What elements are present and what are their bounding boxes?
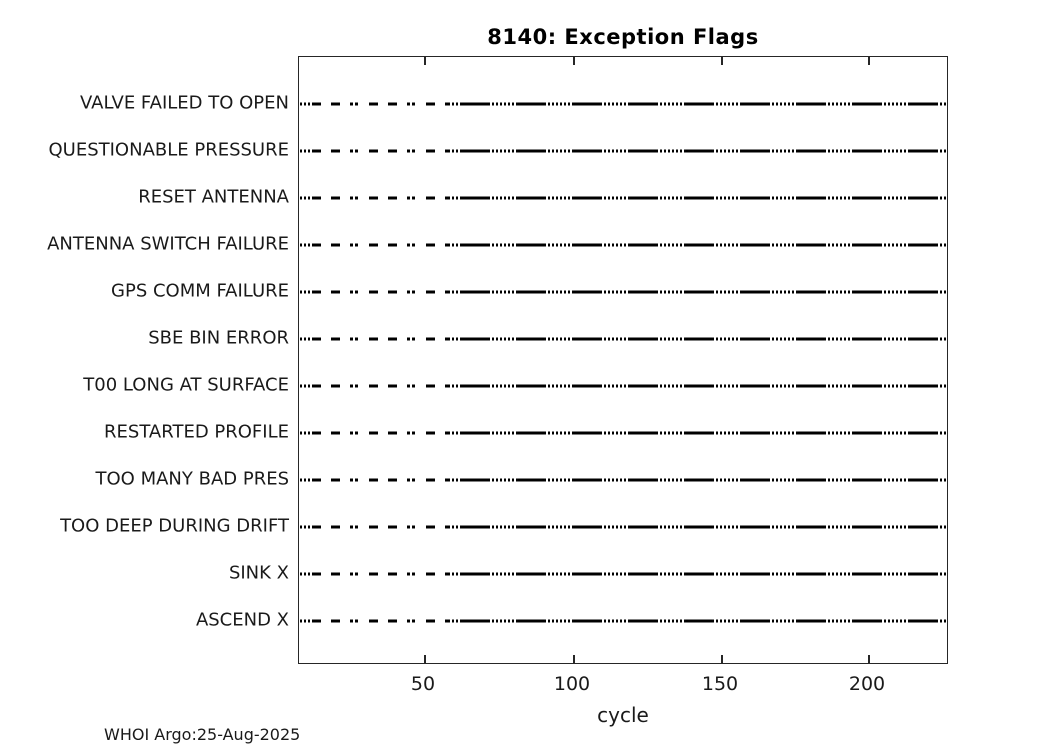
x-tick-mark — [424, 57, 426, 65]
row-line-segment — [312, 149, 448, 153]
row-line-segment — [448, 196, 946, 200]
row-line-segment — [300, 196, 310, 200]
row-line-segment — [448, 431, 946, 435]
x-tick-mark — [573, 655, 575, 663]
category-label: SBE BIN ERROR — [148, 327, 289, 349]
row-line-segment — [300, 337, 310, 341]
category-label: QUESTIONABLE PRESSURE — [48, 139, 289, 161]
x-tick-mark — [573, 57, 575, 65]
row-line-segment — [312, 243, 448, 247]
category-label: RESET ANTENNA — [138, 186, 289, 208]
category-label: RESTARTED PROFILE — [104, 421, 289, 443]
row-line — [300, 525, 947, 529]
x-tick-label: 200 — [848, 673, 886, 695]
row-line-segment — [448, 149, 946, 153]
row-line-segment — [312, 572, 448, 576]
x-tick-mark — [868, 57, 870, 65]
row-line — [300, 384, 947, 388]
x-tick-mark — [721, 57, 723, 65]
row-line — [300, 337, 947, 341]
row-line-segment — [312, 196, 448, 200]
row-line-segment — [448, 384, 946, 388]
row-line-segment — [448, 478, 946, 482]
row-line — [300, 196, 947, 200]
chart-title: 8140: Exception Flags — [487, 25, 759, 49]
x-tick-label: 100 — [553, 673, 591, 695]
row-line-segment — [300, 102, 310, 106]
row-line-segment — [448, 572, 946, 576]
category-label: GPS COMM FAILURE — [111, 280, 289, 302]
x-tick-mark — [721, 655, 723, 663]
row-line-segment — [312, 102, 448, 106]
row-line-segment — [448, 102, 946, 106]
x-tick-mark — [424, 655, 426, 663]
category-label: ASCEND X — [195, 609, 289, 631]
row-line — [300, 243, 947, 247]
row-line-segment — [300, 149, 310, 153]
category-label: TOO MANY BAD PRES — [95, 468, 289, 490]
x-tick-mark — [868, 655, 870, 663]
category-label: T00 LONG AT SURFACE — [83, 374, 289, 396]
row-line-segment — [300, 384, 310, 388]
x-tick-label: 50 — [410, 673, 436, 695]
row-line — [300, 619, 947, 623]
row-line-segment — [448, 337, 946, 341]
category-label: TOO DEEP DURING DRIFT — [60, 515, 289, 537]
plot-area — [298, 56, 948, 664]
row-line — [300, 572, 947, 576]
row-line — [300, 149, 947, 153]
footer-text: WHOI Argo:25-Aug-2025 — [104, 725, 301, 744]
row-line-segment — [312, 525, 448, 529]
row-line-segment — [300, 572, 310, 576]
row-line-segment — [312, 384, 448, 388]
row-line-segment — [448, 243, 946, 247]
row-line — [300, 478, 947, 482]
row-line-segment — [312, 619, 448, 623]
category-label: VALVE FAILED TO OPEN — [80, 92, 289, 114]
row-line-segment — [300, 243, 310, 247]
row-line-segment — [448, 619, 946, 623]
category-label: SINK X — [228, 562, 289, 584]
row-line-segment — [300, 619, 310, 623]
row-line-segment — [300, 478, 310, 482]
row-line-segment — [300, 290, 310, 294]
row-line — [300, 102, 947, 106]
row-line — [300, 290, 947, 294]
row-line-segment — [312, 478, 448, 482]
row-line-segment — [448, 525, 946, 529]
row-line-segment — [448, 290, 946, 294]
row-line-segment — [300, 431, 310, 435]
row-line — [300, 431, 947, 435]
row-line-segment — [312, 431, 448, 435]
x-tick-label: 150 — [701, 673, 739, 695]
row-line-segment — [312, 337, 448, 341]
row-line-segment — [312, 290, 448, 294]
row-line-segment — [300, 525, 310, 529]
category-label: ANTENNA SWITCH FAILURE — [47, 233, 289, 255]
x-axis-label: cycle — [597, 703, 649, 727]
